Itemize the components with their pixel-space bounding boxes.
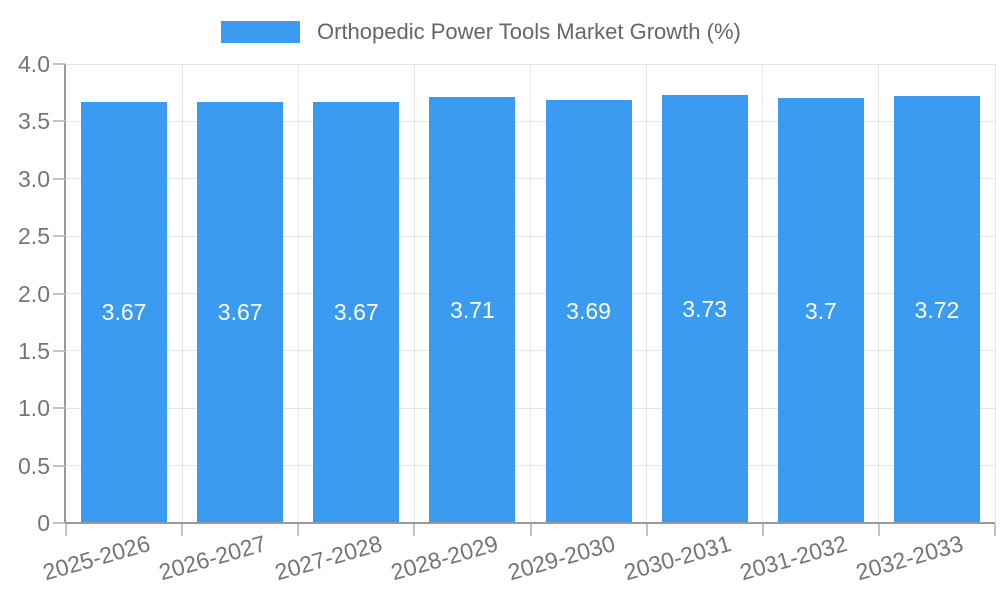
y-tick-label: 1.0 bbox=[18, 395, 50, 422]
gridline-v bbox=[297, 64, 299, 523]
bar[interactable]: 3.67 bbox=[313, 101, 400, 523]
x-tick-label: 2030-2031 bbox=[620, 530, 734, 586]
y-tick bbox=[53, 120, 65, 123]
y-tick-label: 3.0 bbox=[18, 165, 50, 192]
gridline-v bbox=[994, 64, 996, 523]
bar[interactable]: 3.73 bbox=[661, 94, 748, 523]
gridline-v bbox=[530, 64, 531, 523]
x-tick-label: 2027-2028 bbox=[272, 530, 386, 586]
gridline-v bbox=[413, 64, 415, 523]
y-tick-label: 2.5 bbox=[18, 223, 50, 250]
x-tick bbox=[994, 524, 996, 536]
y-axis-line bbox=[64, 64, 66, 524]
x-tick-label: 2029-2030 bbox=[504, 530, 618, 586]
y-tick bbox=[53, 464, 65, 467]
x-tick bbox=[413, 524, 416, 536]
bar-value-label: 3.72 bbox=[914, 296, 960, 323]
chart-legend[interactable]: Orthopedic Power Tools Market Growth (%) bbox=[221, 20, 741, 44]
x-tick bbox=[181, 524, 184, 536]
y-tick-label: 1.5 bbox=[18, 337, 50, 364]
x-tick-label: 2026-2027 bbox=[156, 530, 270, 586]
x-tick-label: 2031-2032 bbox=[736, 530, 850, 586]
bar[interactable]: 3.69 bbox=[545, 99, 632, 523]
x-tick bbox=[761, 524, 764, 536]
y-tick-label: 0.5 bbox=[18, 452, 50, 479]
plot-area: 3.67 3.67 3.67 3.71 3.69 3.73 3.7 3.72 bbox=[66, 63, 996, 523]
y-tick bbox=[53, 349, 65, 352]
x-tick-label: 2025-2026 bbox=[40, 530, 153, 586]
bar-value-label: 3.67 bbox=[333, 299, 379, 326]
x-tick bbox=[877, 524, 880, 536]
gridline-v bbox=[762, 64, 764, 523]
gridline-v bbox=[181, 64, 183, 523]
y-tick bbox=[53, 177, 65, 180]
x-tick bbox=[65, 524, 67, 536]
bar-value-label: 3.67 bbox=[217, 299, 263, 326]
y-tick bbox=[53, 292, 65, 295]
y-tick bbox=[53, 63, 65, 65]
x-tick bbox=[645, 524, 648, 536]
x-tick-label: 2032-2033 bbox=[852, 530, 966, 586]
legend-label: Orthopedic Power Tools Market Growth (%) bbox=[317, 19, 741, 44]
bar[interactable]: 3.67 bbox=[197, 101, 284, 523]
bar-value-label: 3.71 bbox=[450, 297, 495, 324]
bar-value-label: 3.73 bbox=[682, 295, 728, 322]
y-tick-label: 3.5 bbox=[18, 108, 50, 135]
y-tick-label: 4.0 bbox=[18, 51, 50, 77]
gridline-v bbox=[646, 64, 648, 523]
bar-value-label: 3.69 bbox=[566, 298, 611, 325]
legend-swatch bbox=[221, 21, 300, 43]
y-tick-label: 2.0 bbox=[18, 280, 50, 307]
x-tick bbox=[529, 524, 532, 536]
y-tick bbox=[53, 235, 65, 238]
x-tick-label: 2028-2029 bbox=[388, 530, 502, 586]
x-axis-line bbox=[64, 522, 995, 524]
bar[interactable]: 3.71 bbox=[429, 97, 516, 523]
bar[interactable]: 3.72 bbox=[893, 96, 980, 523]
y-tick bbox=[53, 522, 65, 524]
bar-value-label: 3.67 bbox=[101, 299, 147, 326]
bar[interactable]: 3.67 bbox=[81, 101, 168, 523]
bar[interactable]: 3.7 bbox=[777, 98, 864, 523]
gridline-v bbox=[878, 64, 880, 523]
y-tick-label: 0 bbox=[37, 510, 50, 536]
x-tick bbox=[297, 524, 300, 536]
bar-value-label: 3.7 bbox=[804, 297, 837, 324]
y-tick bbox=[53, 407, 65, 410]
